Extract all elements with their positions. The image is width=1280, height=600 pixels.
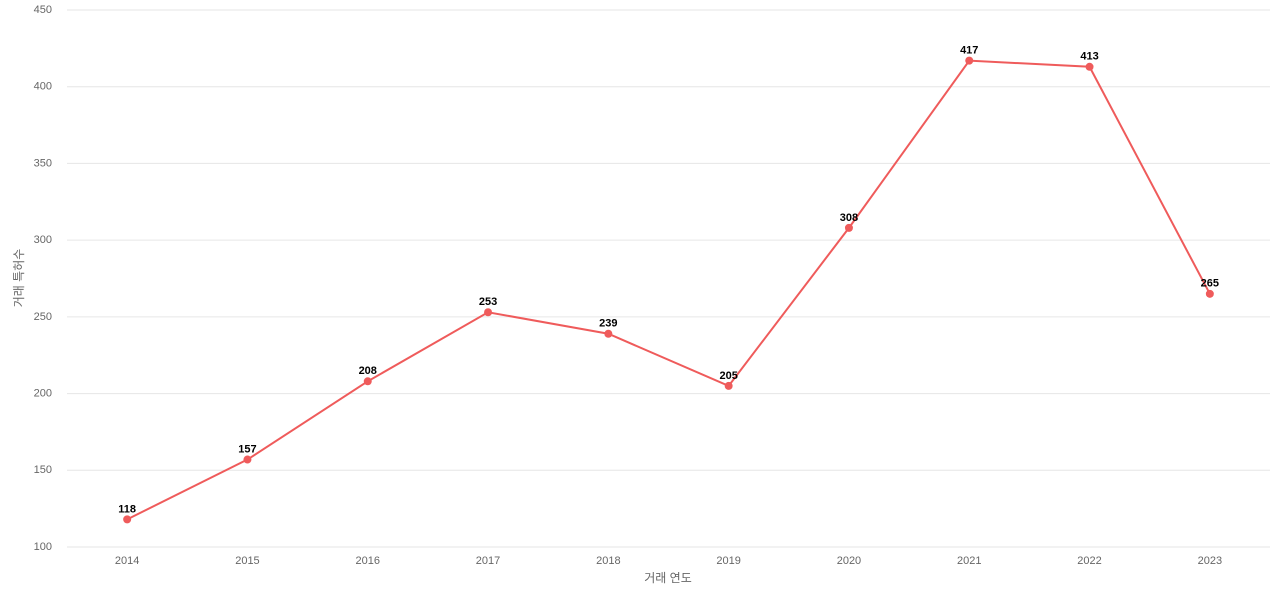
data-point <box>363 377 372 386</box>
x-tick-label: 2017 <box>476 555 500 567</box>
x-tick-label: 2022 <box>1077 555 1101 567</box>
data-point <box>965 56 974 65</box>
data-label: 308 <box>840 212 858 224</box>
data-point <box>1205 289 1214 298</box>
data-label: 265 <box>1201 278 1219 290</box>
data-point <box>844 223 853 232</box>
x-tick-label: 2015 <box>235 555 259 567</box>
data-point <box>123 515 132 524</box>
y-tick-label: 100 <box>34 541 52 553</box>
data-point <box>604 329 613 338</box>
x-tick-label: 2016 <box>356 555 380 567</box>
data-point <box>1085 62 1094 71</box>
data-label: 157 <box>238 443 256 455</box>
y-tick-label: 150 <box>34 464 52 476</box>
y-tick-label: 250 <box>34 311 52 323</box>
x-tick-label: 2014 <box>115 555 139 567</box>
data-label: 239 <box>599 318 617 330</box>
y-tick-label: 350 <box>34 157 52 169</box>
y-tick-label: 300 <box>34 234 52 246</box>
y-tick-label: 200 <box>34 387 52 399</box>
x-tick-label: 2020 <box>837 555 861 567</box>
x-tick-label: 2021 <box>957 555 981 567</box>
x-tick-label: 2018 <box>596 555 620 567</box>
y-axis-label: 거래 특허수 <box>12 249 26 308</box>
x-tick-label: 2019 <box>716 555 740 567</box>
y-tick-label: 400 <box>34 81 52 93</box>
data-label: 417 <box>960 45 978 57</box>
data-point <box>724 381 733 390</box>
data-point <box>484 308 493 317</box>
data-label: 253 <box>479 296 497 308</box>
data-label: 208 <box>359 365 377 377</box>
data-label: 205 <box>719 370 737 382</box>
data-label: 413 <box>1080 51 1098 63</box>
data-line <box>126 59 1211 521</box>
x-tick-label: 2023 <box>1198 555 1222 567</box>
y-tick-label: 450 <box>34 4 52 16</box>
data-point <box>243 455 252 464</box>
x-axis-label: 거래 연도 <box>644 571 692 585</box>
data-label: 118 <box>118 503 136 515</box>
